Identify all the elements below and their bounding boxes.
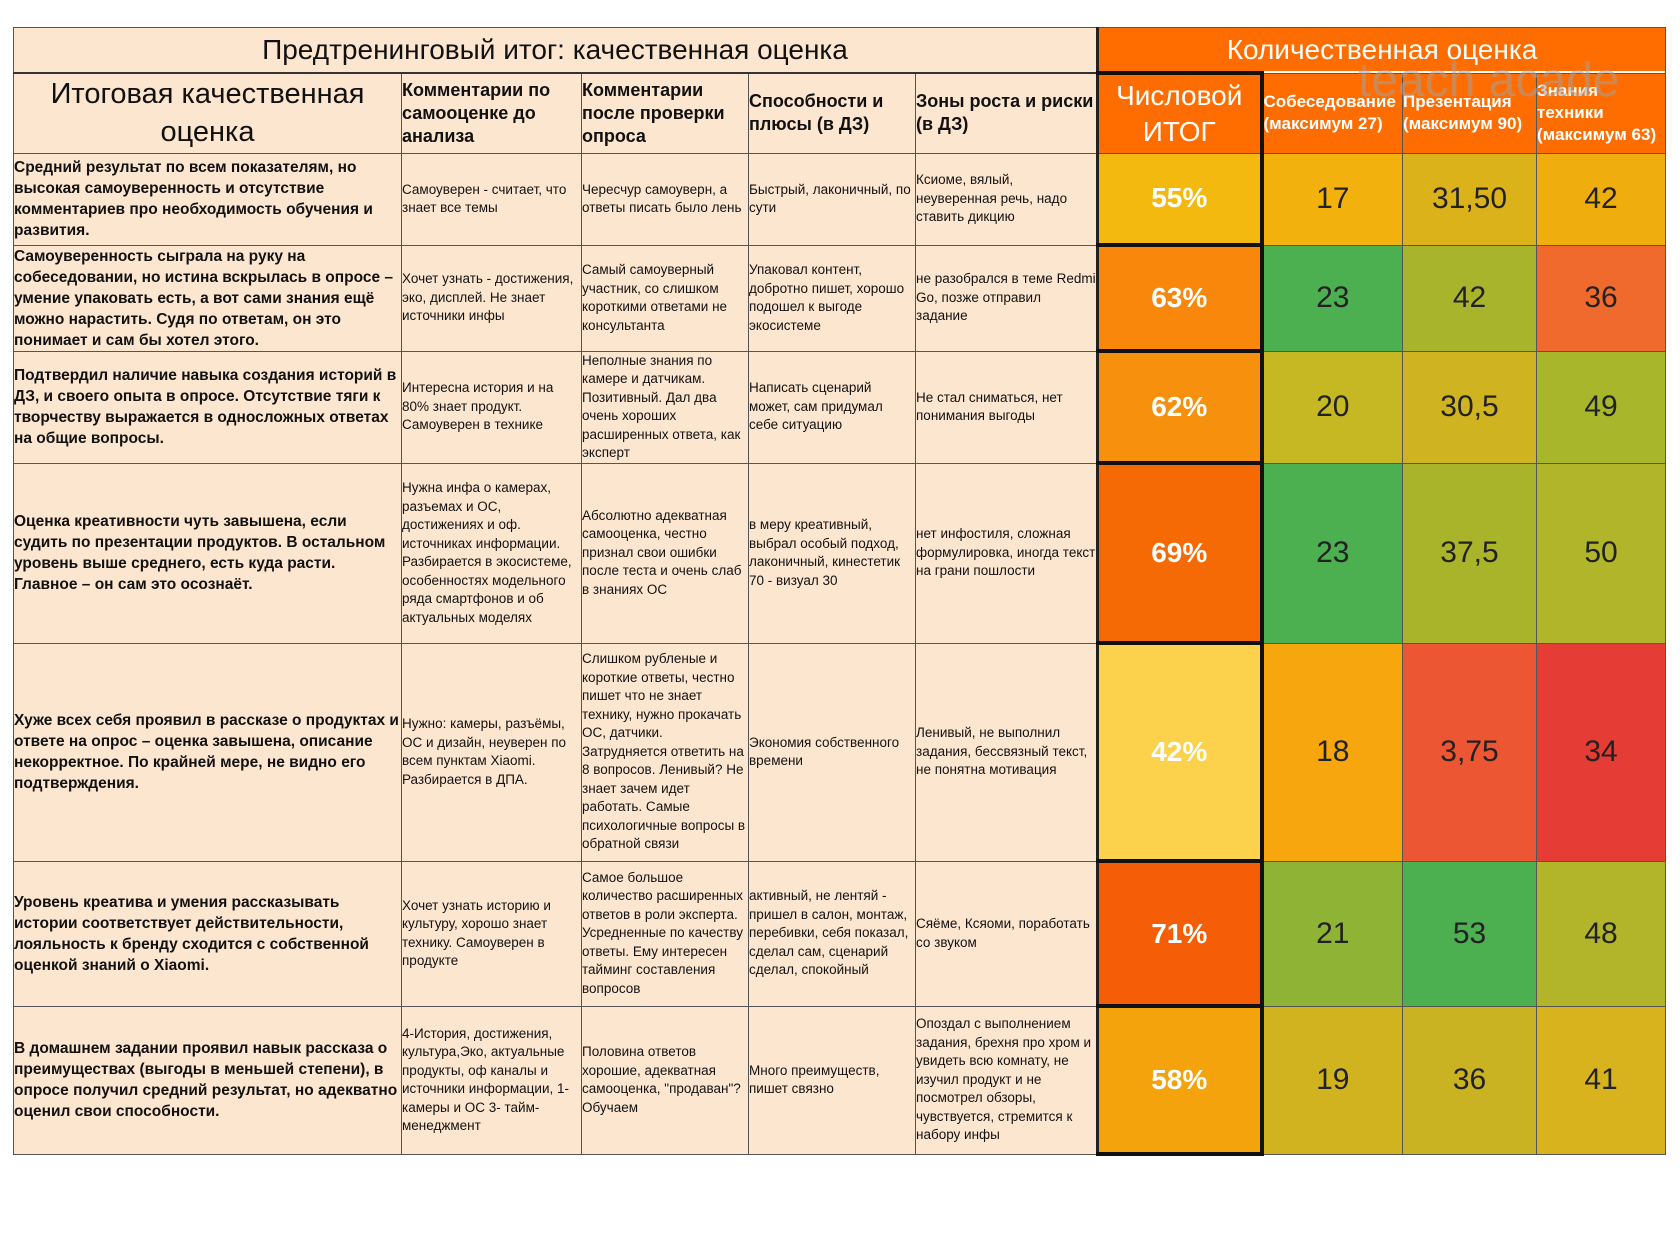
interview-score-cell: 18 bbox=[1261, 642, 1403, 862]
presentation-score-cell: 3,75 bbox=[1402, 642, 1537, 862]
numeric-total-cell: 62% bbox=[1096, 349, 1264, 464]
knowledge-score-cell: 50 bbox=[1536, 462, 1666, 644]
numeric-total-cell: 63% bbox=[1096, 243, 1264, 352]
col-header-self: Комментарии по самооценке до анализа bbox=[401, 72, 582, 154]
presentation-score-cell: 31,50 bbox=[1402, 152, 1537, 246]
abilities-cell: в меру креативный, выбрал особый подход,… bbox=[748, 462, 916, 644]
col-header-growth: Зоны роста и риски (в ДЗ) bbox=[915, 72, 1098, 154]
numeric-total-cell: 71% bbox=[1096, 859, 1264, 1007]
table-row: Средний результат по всем показателям, н… bbox=[13, 152, 1666, 246]
col-header-presentation: Презентация (максимум 90) bbox=[1402, 72, 1537, 154]
growth-cell: не разобрался в теме Redmi Go, позже отп… bbox=[915, 244, 1098, 352]
self-comment-cell: Нужна инфа о камерах, разъемах и ОС, дос… bbox=[401, 462, 582, 644]
after-comment-cell: Самый самоуверный участник, со слишком к… bbox=[581, 244, 749, 352]
final-assessment-cell: Уровень креатива и умения рассказывать и… bbox=[13, 860, 402, 1007]
table-row: Подтвердил наличие навыка создания истор… bbox=[13, 349, 1666, 464]
interview-score-cell: 21 bbox=[1261, 860, 1403, 1007]
table-row: Уровень креатива и умения рассказывать и… bbox=[13, 859, 1666, 1007]
growth-cell: Опоздал с выполнением задания, брехня пр… bbox=[915, 1005, 1098, 1155]
interview-score-cell: 19 bbox=[1261, 1005, 1403, 1155]
numeric-total-cell: 55% bbox=[1096, 152, 1264, 246]
growth-cell: Не стал сниматься, нет понимания выгоды bbox=[915, 350, 1098, 464]
presentation-score-cell: 36 bbox=[1402, 1005, 1537, 1155]
final-assessment-cell: Хуже всех себя проявил в рассказе о прод… bbox=[13, 642, 402, 862]
col-header-interview: Собеседование (максимум 27) bbox=[1261, 72, 1403, 154]
self-comment-cell: Хочет узнать - достижения, эко, дисплей.… bbox=[401, 244, 582, 352]
table-row: Хуже всех себя проявил в рассказе о прод… bbox=[13, 641, 1666, 862]
table-body: Средний результат по всем показателям, н… bbox=[13, 152, 1666, 1156]
presentation-score-cell: 42 bbox=[1402, 244, 1537, 352]
abilities-cell: Упаковал контент, добротно пишет, хорошо… bbox=[748, 244, 916, 352]
final-assessment-cell: Средний результат по всем показателям, н… bbox=[13, 152, 402, 246]
self-comment-cell: Самоуверен - считает, что знает все темы bbox=[401, 152, 582, 246]
growth-cell: Ленивый, не выполнил задания, бессвязный… bbox=[915, 642, 1098, 862]
after-comment-cell: Половина ответов хорошие, адекватная сам… bbox=[581, 1005, 749, 1155]
table-row: Самоуверенность сыграла на руку на собес… bbox=[13, 243, 1666, 352]
after-comment-cell: Абсолютно адекватная самооценка, честно … bbox=[581, 462, 749, 644]
after-comment-cell: Чересчур самоуверн, а ответы писать было… bbox=[581, 152, 749, 246]
numeric-total-cell: 69% bbox=[1096, 461, 1264, 644]
abilities-cell: Быстрый, лаконичный, по сути bbox=[748, 152, 916, 246]
interview-score-cell: 23 bbox=[1261, 244, 1403, 352]
interview-score-cell: 20 bbox=[1261, 350, 1403, 464]
self-comment-cell: Нужно: камеры, разъёмы, ОС и дизайн, неу… bbox=[401, 642, 582, 862]
table-row: Оценка креативности чуть завышена, если … bbox=[13, 461, 1666, 644]
final-assessment-cell: Подтвердил наличие навыка создания истор… bbox=[13, 350, 402, 464]
growth-cell: Сяёме, Ксяоми, поработать со звуком bbox=[915, 860, 1098, 1007]
col-header-abilities: Способности и плюсы (в ДЗ) bbox=[748, 72, 916, 154]
growth-cell: нет инфостиля, сложная формулировка, ино… bbox=[915, 462, 1098, 644]
self-comment-cell: 4-История, достижения, культура,Эко, акт… bbox=[401, 1005, 582, 1155]
self-comment-cell: Хочет узнать историю и культуру, хорошо … bbox=[401, 860, 582, 1007]
knowledge-score-cell: 48 bbox=[1536, 860, 1666, 1007]
presentation-score-cell: 30,5 bbox=[1402, 350, 1537, 464]
knowledge-score-cell: 42 bbox=[1536, 152, 1666, 246]
interview-score-cell: 17 bbox=[1261, 152, 1403, 246]
knowledge-score-cell: 36 bbox=[1536, 244, 1666, 352]
presentation-score-cell: 37,5 bbox=[1402, 462, 1537, 644]
table-row: В домашнем задании проявил навык рассказ… bbox=[13, 1004, 1666, 1156]
abilities-cell: Много преимуществ, пишет связно bbox=[748, 1005, 916, 1155]
knowledge-score-cell: 34 bbox=[1536, 642, 1666, 862]
self-comment-cell: Интересна история и на 80% знает продукт… bbox=[401, 350, 582, 464]
numeric-total-cell: 42% bbox=[1096, 641, 1264, 862]
abilities-cell: активный, не лентяй - пришел в салон, мо… bbox=[748, 860, 916, 1007]
after-comment-cell: Самое большое количество расширенных отв… bbox=[581, 860, 749, 1007]
qualitative-title: Предтренинговый итог: качественная оценк… bbox=[13, 27, 1098, 74]
presentation-score-cell: 53 bbox=[1402, 860, 1537, 1007]
quantitative-title: Количественная оценка bbox=[1096, 27, 1666, 74]
abilities-cell: Написать сценарий может, сам придумал се… bbox=[748, 350, 916, 464]
after-comment-cell: Неполные знания по камере и датчикам. По… bbox=[581, 350, 749, 464]
final-assessment-cell: Самоуверенность сыграла на руку на собес… bbox=[13, 244, 402, 352]
col-header-final: Итоговая качественная оценка bbox=[13, 72, 402, 154]
growth-cell: Ксиоме, вялый, неуверенная речь, надо ст… bbox=[915, 152, 1098, 246]
knowledge-score-cell: 41 bbox=[1536, 1005, 1666, 1155]
col-header-numeric: Числовой ИТОГ bbox=[1096, 71, 1264, 154]
after-comment-cell: Слишком рубленые и короткие ответы, чест… bbox=[581, 642, 749, 862]
abilities-cell: Экономия собственного времени bbox=[748, 642, 916, 862]
col-header-knowledge: Знания техники (максимум 63) bbox=[1536, 72, 1666, 154]
final-assessment-cell: В домашнем задании проявил навык рассказ… bbox=[13, 1005, 402, 1155]
numeric-total-cell: 58% bbox=[1096, 1004, 1264, 1156]
col-header-after: Комментарии после проверки опроса bbox=[581, 72, 749, 154]
assessment-table: Предтренинговый итог: качественная оценк… bbox=[13, 27, 1666, 1156]
knowledge-score-cell: 49 bbox=[1536, 350, 1666, 464]
final-assessment-cell: Оценка креативности чуть завышена, если … bbox=[13, 462, 402, 644]
interview-score-cell: 23 bbox=[1261, 462, 1403, 644]
